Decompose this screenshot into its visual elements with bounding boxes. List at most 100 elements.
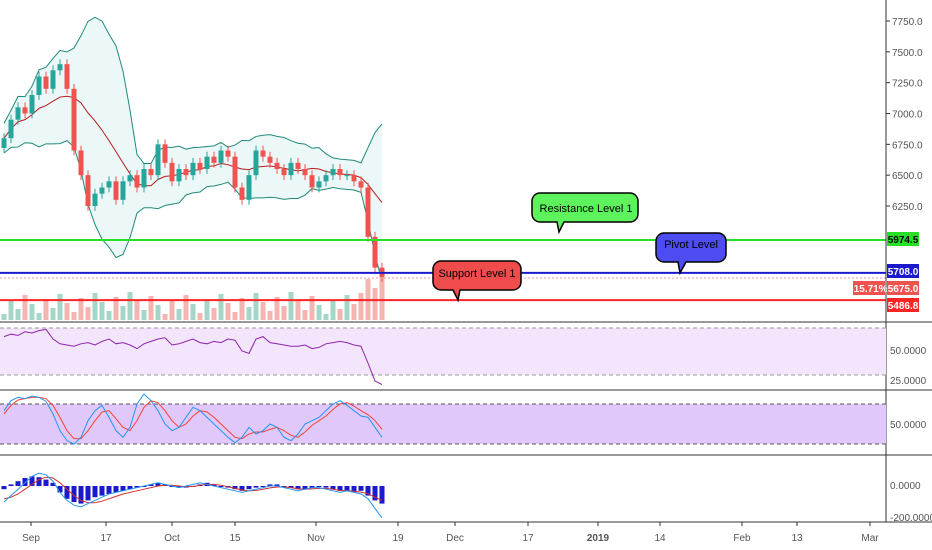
candle-body xyxy=(22,107,28,114)
time-tick-label: 14 xyxy=(654,533,666,544)
rsi-line xyxy=(3,328,383,386)
macd-hist-bar xyxy=(302,486,308,490)
pivot-tag: 5708.0 xyxy=(887,264,919,278)
time-axis[interactable]: Sep 17 Oct 15 Nov 19 Dec 17 2019 14 Feb 13 Mar xyxy=(22,522,879,544)
pivot-callout[interactable]: Pivot Level xyxy=(655,232,727,276)
volume-bar xyxy=(22,295,28,320)
stoch-k-line xyxy=(3,393,383,445)
volume-bar xyxy=(15,309,21,320)
volume-bar xyxy=(260,302,266,320)
macd-hist-bar xyxy=(120,486,126,491)
macd-hist-bar xyxy=(22,478,28,486)
price-tick-label: 6750.0 xyxy=(892,140,923,151)
volume-bar xyxy=(155,305,161,320)
volume-bar xyxy=(8,300,14,320)
price-tick-label: 6250.0 xyxy=(892,202,923,213)
candle-body xyxy=(372,236,378,268)
candle-body xyxy=(1,138,7,149)
last-price-value: 5675.0 xyxy=(888,284,919,295)
macd-histogram xyxy=(1,476,385,504)
volume-bar xyxy=(190,304,196,320)
rsi-tick: 50.0000 xyxy=(890,346,927,357)
macd-pane[interactable]: 0.0000 -200.0000 xyxy=(1,472,932,524)
macd-hist-bar xyxy=(337,486,343,491)
support-callout[interactable]: Support Level 1 xyxy=(432,260,522,303)
candle-body xyxy=(78,150,84,176)
price-tick-label: 7750.0 xyxy=(892,17,923,28)
volume-bar xyxy=(85,307,91,320)
candle-body xyxy=(99,187,105,194)
volume-bar xyxy=(57,294,63,320)
macd-hist-bar xyxy=(64,486,70,499)
candle-body xyxy=(85,175,91,206)
candle-body xyxy=(309,175,315,188)
stoch-tick: 50.0000 xyxy=(890,420,927,431)
macd-hist-bar xyxy=(155,482,161,486)
macd-hist-bar xyxy=(78,486,84,504)
price-scale[interactable]: 7750.0 7500.0 7250.0 7000.0 6750.0 6500.0 6250… xyxy=(886,17,923,213)
volume-bar xyxy=(281,306,287,320)
candle-body xyxy=(211,156,217,163)
resistance-value: 5974.5 xyxy=(888,235,919,246)
rsi-pane[interactable]: 50.0000 25.0000 xyxy=(0,327,927,387)
macd-hist-bar xyxy=(323,486,329,488)
volume-bar xyxy=(323,314,329,320)
macd-hist-bar xyxy=(1,486,7,490)
volume-bar xyxy=(344,295,350,320)
volume-bar xyxy=(134,301,140,320)
macd-hist-bar xyxy=(246,486,252,490)
macd-hist-bar xyxy=(43,479,49,486)
time-tick-label: 19 xyxy=(392,533,404,544)
volume-bar xyxy=(120,306,126,320)
volume-bar xyxy=(316,305,322,320)
candle-body xyxy=(141,169,147,188)
macd-hist-bar xyxy=(372,486,378,501)
last-price-tag: -15.71% 5675.0 xyxy=(850,281,919,295)
time-tick-label: 15 xyxy=(229,533,241,544)
candle-body xyxy=(295,162,301,169)
pivot-callout-label: Pivot Level xyxy=(664,239,718,251)
candle-body xyxy=(274,162,280,169)
macd-hist-bar xyxy=(379,486,385,504)
time-tick-label: Nov xyxy=(307,533,325,544)
volume-bar xyxy=(1,314,7,320)
time-tick-label: Feb xyxy=(733,533,751,544)
candle-body xyxy=(253,150,259,176)
macd-hist-bar xyxy=(232,486,238,490)
candle-body xyxy=(148,169,154,176)
macd-hist-bar xyxy=(50,482,56,486)
volume-bar xyxy=(211,308,217,320)
candle-body xyxy=(127,175,133,182)
volume-bar xyxy=(92,293,98,320)
volume-bar xyxy=(372,288,378,320)
volume-bar xyxy=(50,308,56,320)
macd-hist-bar xyxy=(113,486,119,493)
macd-hist-bar xyxy=(358,486,364,491)
candle-body xyxy=(134,175,140,188)
candle-body xyxy=(190,162,196,176)
volume-bar xyxy=(274,297,280,320)
candle-body xyxy=(330,169,336,176)
candle-body xyxy=(288,162,294,176)
volume-bar xyxy=(99,302,105,320)
macd-hist-bar xyxy=(274,484,280,486)
candle-body xyxy=(64,64,70,89)
volume-bar xyxy=(29,304,35,320)
stochastic-pane[interactable]: 50.0000 xyxy=(0,393,927,445)
candle-body xyxy=(120,181,126,200)
volume-bar xyxy=(218,294,224,320)
macd-hist-bar xyxy=(176,486,182,488)
macd-hist-bar xyxy=(309,486,315,488)
macd-line xyxy=(3,472,383,519)
change-percent: -15.71% xyxy=(850,284,887,295)
price-tick-label: 7250.0 xyxy=(892,79,923,90)
volume-bar xyxy=(351,304,357,320)
candle-body xyxy=(8,119,14,139)
time-tick-label: Dec xyxy=(446,533,464,544)
resistance-callout[interactable]: Resistance Level 1 xyxy=(531,192,639,235)
candle-body xyxy=(316,181,322,188)
macd-hist-bar xyxy=(71,486,77,502)
macd-hist-bar xyxy=(15,481,21,486)
volume-bar xyxy=(302,310,308,320)
